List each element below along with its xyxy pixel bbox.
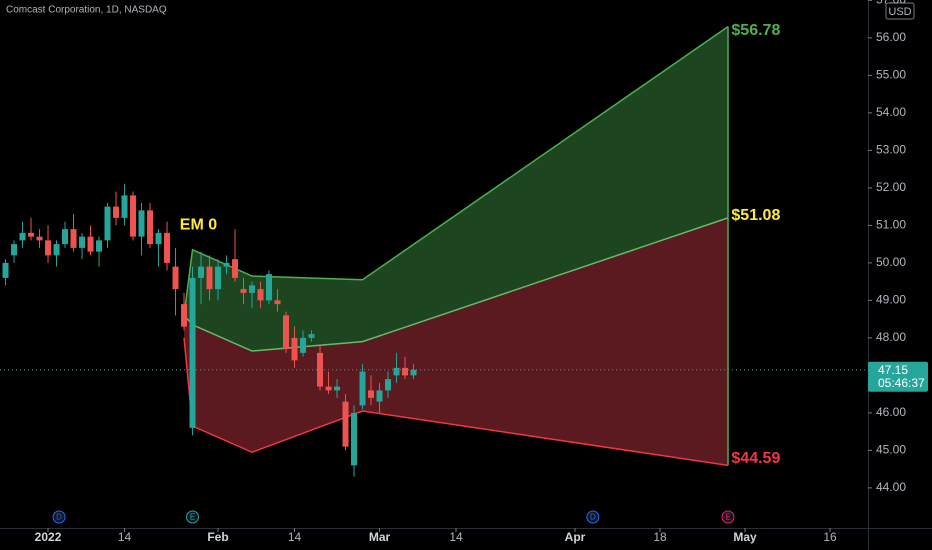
countdown: 05:46:37 (878, 376, 925, 390)
x-tick-label: 18 (653, 530, 667, 544)
x-tick-label: May (733, 530, 757, 544)
candle-body (266, 274, 273, 301)
candle-body (385, 379, 392, 391)
candle-body (351, 412, 358, 466)
x-tick-label: Apr (565, 530, 586, 544)
candle-body (317, 352, 324, 387)
candle-body (249, 285, 256, 293)
x-tick-label: Feb (207, 530, 228, 544)
event-marker (186, 510, 200, 524)
y-tick-label: 49.00 (876, 293, 906, 307)
x-tick-label: 2022 (35, 530, 62, 544)
x-tick-label: Mar (369, 530, 391, 544)
candle-body (28, 232, 35, 237)
candle-body (181, 304, 188, 327)
x-tick-label: 14 (449, 530, 463, 544)
candle-body (274, 300, 281, 305)
candle-body (368, 390, 375, 398)
candle-body (121, 195, 128, 218)
last-price-label: 47.15 (878, 363, 908, 377)
candle-body (359, 371, 366, 406)
y-tick-label: 57.00 (876, 0, 906, 7)
event-marker (52, 510, 66, 524)
candle-body (155, 232, 162, 245)
candle-body (36, 236, 43, 241)
candle-body (19, 232, 26, 241)
event-label: D (590, 513, 596, 522)
annotation: EM 0 (180, 217, 217, 234)
band-fill (184, 26, 729, 351)
x-tick-label: 16 (823, 530, 837, 544)
candle-body (138, 210, 145, 237)
candle-body (402, 367, 409, 376)
candle-body (334, 386, 341, 391)
event-label: E (190, 513, 195, 522)
candle-body (189, 277, 196, 428)
annotation: $44.59 (731, 450, 780, 467)
event-label: E (725, 513, 730, 522)
y-tick-label: 53.00 (876, 143, 906, 157)
chart-title: Comcast Corporation, 1D, NASDAQ (6, 5, 167, 16)
y-tick-label: 50.00 (876, 255, 906, 269)
candle-body (257, 289, 264, 301)
y-tick-label: 56.00 (876, 30, 906, 44)
candle-body (96, 240, 103, 252)
y-tick-label: 54.00 (876, 105, 906, 119)
candle-body (223, 262, 230, 267)
candle-body (232, 259, 239, 278)
candle-body (198, 266, 205, 278)
candle-body (130, 195, 137, 237)
band-fill (184, 217, 729, 466)
annotation: $56.78 (731, 22, 780, 39)
y-tick-label: 55.00 (876, 68, 906, 82)
candle-body (2, 262, 9, 278)
last-price-tag (868, 361, 928, 392)
candle-body (53, 244, 60, 256)
event-label: D (56, 513, 62, 522)
candle-body (240, 289, 247, 293)
candle-body (410, 369, 417, 376)
candle-body (104, 206, 111, 241)
currency-box (885, 2, 915, 20)
candle-body (113, 206, 120, 218)
candle-body (70, 229, 77, 248)
annotation: $51.08 (731, 207, 780, 224)
candle-body (342, 401, 349, 447)
y-tick-label: 46.00 (876, 405, 906, 419)
candle-body (376, 390, 383, 402)
candle-body (206, 266, 213, 290)
candle-body (45, 240, 52, 256)
y-tick-label: 45.00 (876, 443, 906, 457)
candle-body (325, 386, 332, 391)
y-tick-label: 52.00 (876, 180, 906, 194)
candle-body (11, 244, 18, 256)
event-marker (721, 510, 735, 524)
y-tick-label: 44.00 (876, 480, 906, 494)
expected-move-line (183, 26, 729, 316)
candle-body (172, 266, 179, 290)
candle-body (164, 232, 171, 263)
y-tick-label: 48.00 (876, 330, 906, 344)
candle-body (87, 236, 94, 252)
currency: USD (888, 6, 911, 18)
x-tick-label: 14 (118, 530, 132, 544)
x-tick-label: 14 (288, 530, 302, 544)
candle-body (283, 315, 290, 350)
event-marker (586, 510, 600, 524)
y-tick-label: 51.00 (876, 218, 906, 232)
candle-body (215, 266, 222, 290)
candle-body (291, 337, 298, 361)
candle-body (300, 337, 307, 353)
candle-body (393, 367, 400, 376)
candle-body (147, 210, 154, 245)
candle-body (308, 334, 315, 338)
candle-body (62, 229, 69, 245)
candle-body (79, 236, 86, 248)
